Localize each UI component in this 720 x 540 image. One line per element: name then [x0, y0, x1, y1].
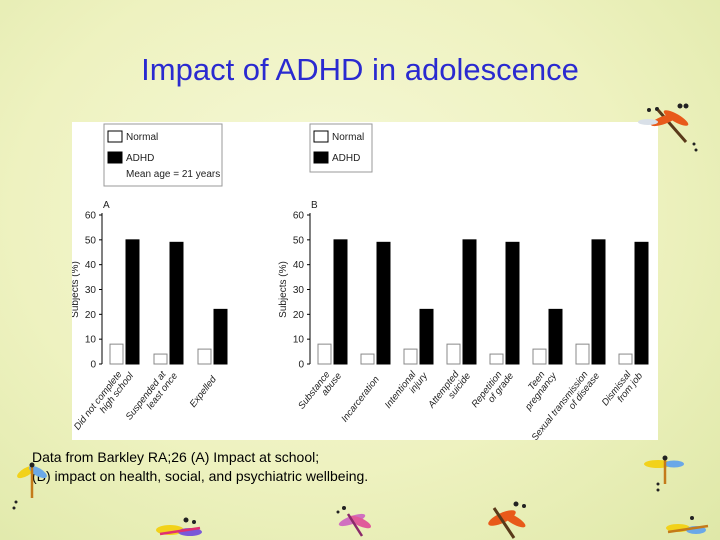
- legend-label-normal: Normal: [126, 132, 158, 143]
- y-tick-label: 0: [298, 360, 304, 371]
- bar-adhd: [591, 239, 606, 365]
- panel-letter: A: [103, 200, 110, 211]
- bar-normal: [532, 348, 547, 365]
- y-tick-label: 0: [90, 360, 96, 371]
- x-category-label: Expelled: [188, 374, 220, 410]
- caption-line-2: (B) impact on health, social, and psychi…: [32, 468, 369, 484]
- y-tick-label: 30: [293, 285, 305, 296]
- bar-normal: [360, 353, 375, 365]
- bar-adhd: [333, 239, 348, 365]
- bar-normal: [446, 343, 461, 365]
- y-axis-title: Subjects (%): [72, 261, 81, 318]
- bar-adhd: [505, 241, 520, 365]
- bar-normal: [109, 343, 124, 365]
- dragonfly-icon: [156, 517, 202, 536]
- bar-normal: [489, 353, 504, 365]
- bar-normal: [153, 353, 168, 365]
- legend-label-adhd: ADHD: [126, 153, 154, 164]
- dragonfly-icon: [12, 462, 47, 510]
- slide-title: Impact of ADHD in adolescence: [141, 52, 579, 87]
- dragonfly-icon: [488, 501, 526, 539]
- legend-label-normal: Normal: [332, 132, 364, 143]
- panel-letter: B: [311, 200, 318, 211]
- bar-adhd: [548, 308, 563, 365]
- legend-label-adhd: ADHD: [332, 153, 360, 164]
- y-tick-label: 50: [85, 235, 97, 246]
- y-tick-label: 60: [293, 211, 305, 222]
- y-tick-label: 60: [85, 211, 97, 222]
- bar-adhd: [376, 241, 391, 365]
- legend-note: Mean age = 21 years: [126, 169, 220, 180]
- x-category-label: Attemptedsuicide: [426, 365, 474, 418]
- dragonfly-icon: [638, 103, 698, 152]
- y-tick-label: 50: [293, 235, 305, 246]
- bar-adhd: [419, 308, 434, 365]
- bar-adhd: [213, 308, 228, 365]
- x-category-label: Intentionalinjury: [383, 364, 431, 417]
- x-category-label: Did not completehigh school: [72, 364, 137, 439]
- x-category-label: Incarceration: [339, 374, 381, 424]
- legend-swatch-adhd: [107, 151, 123, 164]
- bar-normal: [618, 353, 633, 365]
- x-category-label: Substanceabuse: [296, 365, 344, 418]
- bar-normal: [197, 348, 212, 365]
- y-axis-title: Subjects (%): [278, 261, 289, 318]
- legend-swatch-normal: [313, 130, 329, 143]
- bar-adhd: [634, 241, 649, 365]
- figure-caption: Data from Barkley RA;26 (A) Impact at sc…: [32, 448, 368, 486]
- bar-charts: Normal ADHD Mean age = 21 years A 0 10 20 30 40 5…: [72, 123, 649, 440]
- bar-adhd: [169, 241, 184, 365]
- legend-swatch-adhd: [313, 151, 329, 164]
- dragonfly-icon: [644, 455, 684, 492]
- caption-line-1: Data from Barkley RA;26 (A) Impact at sc…: [32, 449, 320, 465]
- bar-adhd: [125, 239, 140, 365]
- y-tick-label: 20: [85, 310, 97, 321]
- bar-adhd: [462, 239, 477, 365]
- bar-normal: [403, 348, 418, 365]
- dragonfly-icon: [666, 516, 709, 534]
- chart-panel: Normal ADHD Mean age = 21 years A 0 10 20 30 40 5…: [72, 122, 658, 440]
- y-tick-label: 10: [293, 335, 305, 346]
- y-tick-label: 10: [85, 335, 97, 346]
- y-tick-label: 30: [85, 285, 97, 296]
- bar-normal: [317, 343, 332, 365]
- legend-box: [103, 123, 223, 187]
- y-tick-label: 40: [293, 260, 305, 271]
- x-category-label: Repetitionof grade: [470, 365, 517, 416]
- legend-swatch-normal: [107, 130, 123, 143]
- y-tick-label: 40: [85, 260, 97, 271]
- x-category-label: Suspended atleast once: [124, 365, 180, 429]
- bar-normal: [575, 343, 590, 365]
- x-category-label: Dismissalfrom job: [600, 365, 645, 415]
- y-tick-label: 20: [293, 310, 305, 321]
- dragonfly-icon: [336, 506, 372, 537]
